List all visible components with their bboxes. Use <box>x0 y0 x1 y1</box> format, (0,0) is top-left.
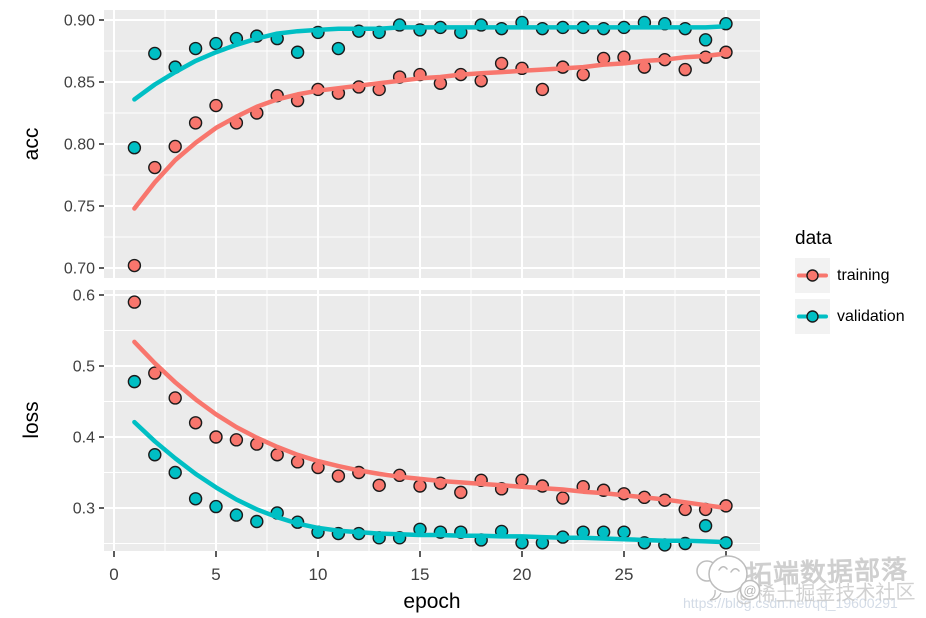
chat-bubble-logo-icon: @ <box>696 555 761 601</box>
acc-axis-title: acc <box>20 127 43 161</box>
data-point <box>678 502 692 517</box>
legend-label-training: training <box>837 266 890 284</box>
legend-label-validation: validation <box>837 307 905 325</box>
data-point <box>168 465 182 480</box>
x-tick-label: 0 <box>109 565 118 584</box>
data-point <box>535 82 550 97</box>
data-point <box>290 45 305 59</box>
data-point <box>331 469 346 483</box>
data-point <box>556 491 570 505</box>
data-point <box>209 499 223 514</box>
data-point <box>168 139 182 154</box>
loss-axis-title: loss <box>20 401 43 439</box>
watermark-url: https://blog.csdn.net/qq_19600291 <box>683 595 898 611</box>
data-point <box>678 62 692 77</box>
data-point <box>148 448 162 462</box>
data-point <box>148 160 162 175</box>
legend: data training validation <box>795 228 905 340</box>
data-point <box>413 479 427 493</box>
data-point <box>188 492 203 506</box>
data-point <box>372 478 386 492</box>
acc-panel <box>104 10 760 278</box>
loss-tick-label: 0.4 <box>73 430 95 447</box>
data-point <box>127 258 142 273</box>
data-point <box>127 141 142 155</box>
data-point <box>209 430 223 444</box>
data-point <box>474 74 488 88</box>
data-point <box>127 295 142 309</box>
x-tick-label: 25 <box>615 565 634 584</box>
data-point <box>209 36 223 51</box>
data-point <box>454 485 468 500</box>
x-tick-label: 20 <box>513 565 532 584</box>
loss-tick-label: 0.5 <box>73 359 95 376</box>
data-point <box>188 116 203 130</box>
validation-smooth-line-acc <box>132 23 729 102</box>
data-point <box>168 391 182 405</box>
data-point <box>148 46 162 61</box>
data-point <box>209 98 223 113</box>
data-point <box>576 67 590 82</box>
legend-item-validation: validation <box>795 299 905 334</box>
x-tick-label: 15 <box>411 565 430 584</box>
svg-text:@: @ <box>743 583 756 598</box>
validation-smooth-line-loss <box>132 419 729 545</box>
acc-tick-label: 0.80 <box>64 137 95 154</box>
training-key-icon <box>795 258 830 293</box>
data-point <box>229 508 244 522</box>
training-smooth-line-acc <box>132 51 729 211</box>
data-point <box>494 56 509 71</box>
loss-tick-label: 0.3 <box>73 501 95 518</box>
legend-item-training: training <box>795 258 905 293</box>
data-point <box>188 416 203 430</box>
acc-tick-label: 0.70 <box>64 261 95 278</box>
data-point <box>148 366 162 380</box>
data-point <box>698 33 713 47</box>
acc-tick-label: 0.90 <box>64 13 95 30</box>
acc-tick-label: 0.85 <box>64 75 95 92</box>
validation-key-icon <box>795 299 830 334</box>
data-point <box>127 374 142 389</box>
loss-panel <box>104 290 760 552</box>
data-point <box>331 41 346 56</box>
x-axis-title: epoch <box>403 590 461 613</box>
x-tick-label: 5 <box>211 565 220 584</box>
data-point <box>250 514 264 529</box>
data-point <box>229 433 244 447</box>
x-tick-label: 10 <box>309 565 328 584</box>
data-point <box>188 41 203 56</box>
data-point <box>698 519 713 533</box>
acc-tick-label: 0.75 <box>64 199 95 216</box>
legend-title: data <box>795 228 832 249</box>
training-points-loss <box>127 295 733 517</box>
training-smooth-line-loss <box>132 339 729 511</box>
data-point <box>617 525 631 539</box>
loss-tick-label: 0.6 <box>73 288 95 305</box>
